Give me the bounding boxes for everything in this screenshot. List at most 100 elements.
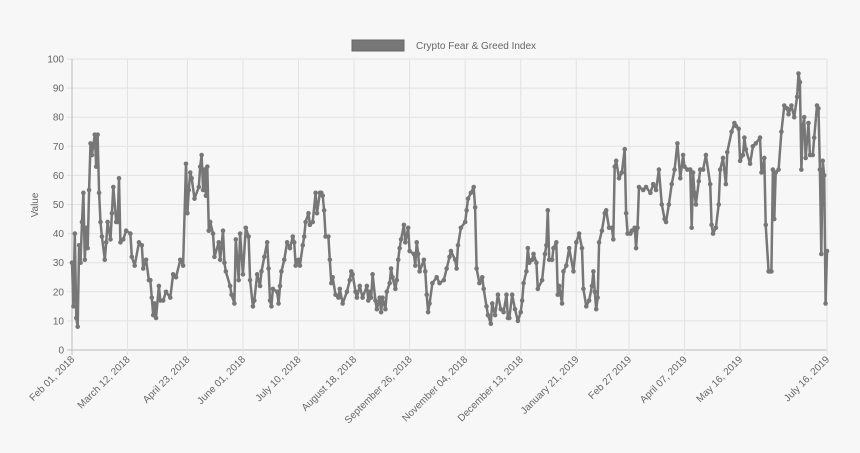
data-point[interactable] — [521, 280, 526, 286]
data-point[interactable] — [518, 309, 524, 315]
data-point[interactable] — [773, 170, 779, 175]
data-point[interactable] — [801, 114, 807, 120]
data-point[interactable] — [717, 167, 723, 172]
data-point[interactable] — [76, 242, 82, 248]
data-point[interactable] — [246, 234, 251, 239]
data-point[interactable] — [222, 260, 227, 266]
data-point[interactable] — [549, 257, 555, 263]
data-point[interactable] — [526, 260, 532, 266]
data-point[interactable] — [509, 292, 515, 298]
data-point[interactable] — [394, 277, 400, 283]
data-point[interactable] — [501, 309, 506, 315]
data-point[interactable] — [217, 257, 223, 263]
data-point[interactable] — [464, 208, 469, 213]
data-point[interactable] — [693, 202, 699, 207]
data-point[interactable] — [167, 295, 173, 300]
data-point[interactable] — [357, 283, 363, 289]
data-point[interactable] — [561, 269, 566, 274]
data-point[interactable] — [395, 257, 401, 263]
data-point[interactable] — [811, 135, 817, 140]
data-point[interactable] — [757, 135, 763, 140]
data-point[interactable] — [458, 225, 464, 231]
data-point[interactable] — [488, 321, 494, 327]
data-point[interactable] — [733, 123, 739, 129]
data-point[interactable] — [479, 274, 485, 280]
data-point[interactable] — [524, 269, 529, 274]
data-point[interactable] — [403, 240, 408, 245]
data-point[interactable] — [401, 222, 407, 228]
data-point[interactable] — [770, 167, 776, 172]
data-point[interactable] — [468, 190, 474, 196]
data-point[interactable] — [531, 251, 536, 257]
data-point[interactable] — [753, 141, 759, 146]
data-point[interactable] — [270, 286, 276, 292]
data-point[interactable] — [103, 240, 109, 245]
data-point[interactable] — [132, 263, 137, 268]
data-point[interactable] — [330, 274, 335, 280]
data-point[interactable] — [367, 289, 373, 295]
data-point[interactable] — [821, 173, 827, 178]
data-point[interactable] — [374, 306, 380, 312]
data-point[interactable] — [276, 301, 281, 306]
data-point[interactable] — [180, 263, 186, 268]
data-point[interactable] — [556, 283, 562, 289]
data-point[interactable] — [156, 283, 162, 289]
data-point[interactable] — [703, 152, 709, 158]
data-point[interactable] — [366, 298, 371, 303]
legend[interactable]: Crypto Fear & Greed Index — [351, 39, 536, 52]
data-point[interactable] — [592, 289, 598, 295]
data-point[interactable] — [525, 245, 531, 251]
data-point[interactable] — [485, 312, 491, 318]
data-point[interactable] — [779, 129, 784, 135]
data-point[interactable] — [434, 274, 439, 280]
data-point[interactable] — [307, 222, 313, 228]
data-point[interactable] — [413, 263, 418, 268]
data-point[interactable] — [105, 219, 110, 225]
data-point[interactable] — [326, 234, 331, 239]
data-point[interactable] — [187, 170, 193, 175]
data-point[interactable] — [236, 277, 241, 283]
data-point[interactable] — [108, 237, 113, 242]
data-point[interactable] — [663, 219, 669, 225]
data-point[interactable] — [79, 219, 85, 225]
data-point[interactable] — [659, 202, 665, 207]
data-point[interactable] — [820, 158, 826, 164]
data-point[interactable] — [789, 103, 794, 108]
data-point[interactable] — [378, 309, 384, 315]
data-point[interactable] — [75, 324, 80, 330]
data-point[interactable] — [700, 167, 706, 172]
data-point[interactable] — [484, 304, 489, 309]
data-point[interactable] — [740, 152, 746, 158]
data-point[interactable] — [495, 292, 501, 298]
data-point[interactable] — [589, 283, 595, 289]
data-point[interactable] — [529, 257, 535, 263]
data-point[interactable] — [747, 161, 753, 167]
data-point[interactable] — [336, 295, 341, 300]
data-point[interactable] — [769, 269, 774, 274]
data-point[interactable] — [183, 161, 189, 167]
data-point[interactable] — [88, 141, 93, 146]
data-point[interactable] — [675, 141, 680, 146]
data-point[interactable] — [771, 216, 777, 222]
data-point[interactable] — [515, 318, 521, 324]
data-point[interactable] — [611, 237, 616, 242]
data-point[interactable] — [210, 231, 216, 236]
data-point[interactable] — [143, 257, 149, 263]
data-point[interactable] — [296, 257, 301, 263]
data-point[interactable] — [669, 181, 675, 187]
data-point[interactable] — [136, 240, 142, 245]
data-point[interactable] — [327, 257, 333, 263]
data-point[interactable] — [291, 240, 297, 245]
data-point[interactable] — [672, 167, 677, 172]
data-point[interactable] — [421, 257, 427, 263]
data-point[interactable] — [593, 306, 599, 312]
data-point[interactable] — [189, 176, 194, 181]
data-point[interactable] — [477, 280, 482, 286]
data-point[interactable] — [781, 103, 787, 108]
data-point[interactable] — [724, 149, 730, 155]
data-point[interactable] — [243, 225, 249, 231]
data-point[interactable] — [455, 242, 461, 248]
data-point[interactable] — [819, 251, 824, 257]
data-point[interactable] — [800, 123, 806, 129]
data-point[interactable] — [170, 272, 176, 277]
